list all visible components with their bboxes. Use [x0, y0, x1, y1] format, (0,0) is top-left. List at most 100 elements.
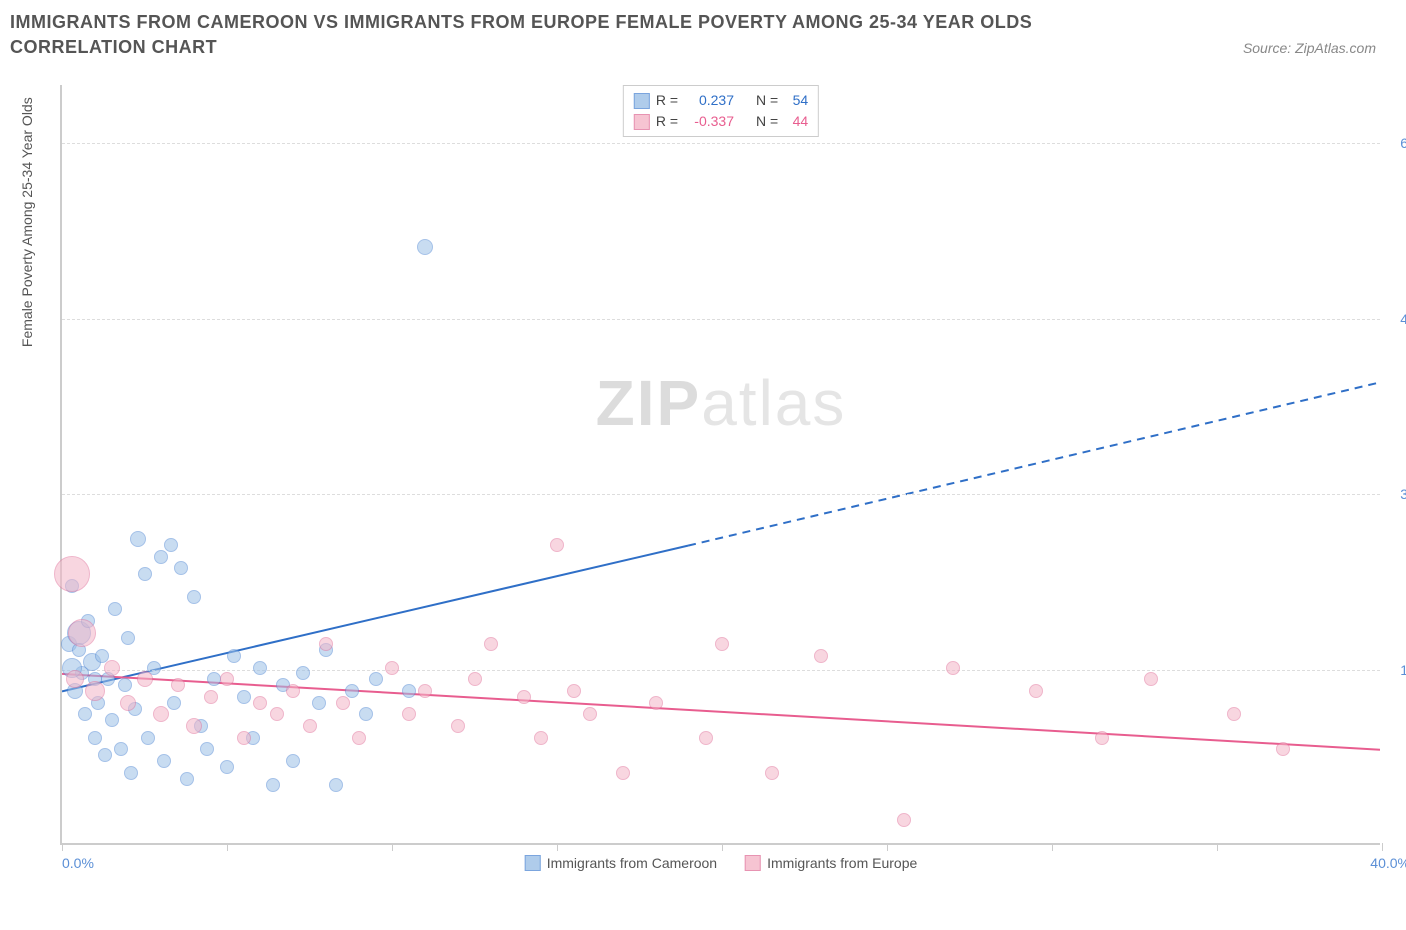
data-point-cameroon[interactable]	[359, 707, 373, 721]
data-point-cameroon[interactable]	[220, 760, 234, 774]
data-point-europe[interactable]	[616, 766, 630, 780]
data-point-europe[interactable]	[1227, 707, 1241, 721]
data-point-cameroon[interactable]	[154, 550, 168, 564]
data-point-cameroon[interactable]	[180, 772, 194, 786]
data-point-cameroon[interactable]	[88, 731, 102, 745]
data-point-cameroon[interactable]	[174, 561, 188, 575]
data-point-europe[interactable]	[402, 707, 416, 721]
data-point-europe[interactable]	[66, 670, 84, 688]
data-point-europe[interactable]	[237, 731, 251, 745]
data-point-cameroon[interactable]	[141, 731, 155, 745]
x-tick-label: 40.0%	[1370, 855, 1406, 871]
data-point-europe[interactable]	[253, 696, 267, 710]
stat-n-label: N =	[756, 111, 778, 132]
data-point-europe[interactable]	[1095, 731, 1109, 745]
legend-swatch-cameroon	[525, 855, 541, 871]
data-point-cameroon[interactable]	[124, 766, 138, 780]
source-attribution: Source: ZipAtlas.com	[1243, 40, 1376, 56]
stat-n-value: 44	[784, 111, 808, 132]
data-point-cameroon[interactable]	[200, 742, 214, 756]
data-point-europe[interactable]	[171, 678, 185, 692]
data-point-cameroon[interactable]	[167, 696, 181, 710]
stat-r-label: R =	[656, 111, 678, 132]
data-point-europe[interactable]	[814, 649, 828, 663]
data-point-europe[interactable]	[1029, 684, 1043, 698]
watermark: ZIPatlas	[596, 366, 847, 440]
data-point-cameroon[interactable]	[105, 713, 119, 727]
data-point-cameroon[interactable]	[138, 567, 152, 581]
data-point-europe[interactable]	[286, 684, 300, 698]
data-point-europe[interactable]	[1144, 672, 1158, 686]
data-point-cameroon[interactable]	[227, 649, 241, 663]
data-point-europe[interactable]	[153, 706, 169, 722]
data-point-europe[interactable]	[946, 661, 960, 675]
data-point-europe[interactable]	[550, 538, 564, 552]
data-point-europe[interactable]	[385, 661, 399, 675]
stat-n-label: N =	[756, 90, 778, 111]
legend-item-europe[interactable]: Immigrants from Europe	[745, 855, 917, 871]
legend-item-cameroon[interactable]: Immigrants from Cameroon	[525, 855, 717, 871]
data-point-europe[interactable]	[484, 637, 498, 651]
data-point-cameroon[interactable]	[296, 666, 310, 680]
data-point-cameroon[interactable]	[286, 754, 300, 768]
data-point-europe[interactable]	[303, 719, 317, 733]
data-point-europe[interactable]	[85, 681, 105, 701]
plot-area: Female Poverty Among 25-34 Year Olds ZIP…	[60, 85, 1380, 845]
data-point-cameroon[interactable]	[369, 672, 383, 686]
data-point-cameroon[interactable]	[118, 678, 132, 692]
data-point-europe[interactable]	[319, 637, 333, 651]
data-point-cameroon[interactable]	[417, 239, 433, 255]
data-point-europe[interactable]	[270, 707, 284, 721]
data-point-europe[interactable]	[204, 690, 218, 704]
data-point-europe[interactable]	[534, 731, 548, 745]
data-point-europe[interactable]	[68, 619, 96, 647]
data-point-cameroon[interactable]	[114, 742, 128, 756]
data-point-europe[interactable]	[120, 695, 136, 711]
data-point-europe[interactable]	[649, 696, 663, 710]
data-point-cameroon[interactable]	[329, 778, 343, 792]
data-point-europe[interactable]	[468, 672, 482, 686]
data-point-europe[interactable]	[451, 719, 465, 733]
data-point-europe[interactable]	[699, 731, 713, 745]
x-tick	[1382, 843, 1383, 851]
trend-lines	[62, 85, 1380, 843]
data-point-europe[interactable]	[1276, 742, 1290, 756]
legend-label-europe: Immigrants from Europe	[767, 855, 917, 871]
data-point-cameroon[interactable]	[130, 531, 146, 547]
chart-container: IMMIGRANTS FROM CAMEROON VS IMMIGRANTS F…	[10, 10, 1396, 920]
data-point-europe[interactable]	[567, 684, 581, 698]
chart-title: IMMIGRANTS FROM CAMEROON VS IMMIGRANTS F…	[10, 10, 1160, 60]
data-point-cameroon[interactable]	[207, 672, 221, 686]
data-point-cameroon[interactable]	[78, 707, 92, 721]
data-point-cameroon[interactable]	[402, 684, 416, 698]
data-point-europe[interactable]	[336, 696, 350, 710]
data-point-europe[interactable]	[137, 671, 153, 687]
data-point-europe[interactable]	[186, 718, 202, 734]
data-point-cameroon[interactable]	[237, 690, 251, 704]
y-tick-label: 60.0%	[1385, 135, 1406, 151]
data-point-europe[interactable]	[517, 690, 531, 704]
data-point-cameroon[interactable]	[98, 748, 112, 762]
x-tick	[62, 843, 63, 851]
data-point-cameroon[interactable]	[121, 631, 135, 645]
data-point-cameroon[interactable]	[187, 590, 201, 604]
data-point-cameroon[interactable]	[164, 538, 178, 552]
data-point-europe[interactable]	[765, 766, 779, 780]
data-point-europe[interactable]	[897, 813, 911, 827]
bottom-legend: Immigrants from Cameroon Immigrants from …	[525, 855, 918, 871]
data-point-europe[interactable]	[583, 707, 597, 721]
data-point-europe[interactable]	[352, 731, 366, 745]
data-point-cameroon[interactable]	[108, 602, 122, 616]
data-point-europe[interactable]	[418, 684, 432, 698]
data-point-cameroon[interactable]	[345, 684, 359, 698]
data-point-cameroon[interactable]	[266, 778, 280, 792]
legend-label-cameroon: Immigrants from Cameroon	[547, 855, 717, 871]
data-point-europe[interactable]	[715, 637, 729, 651]
data-point-europe[interactable]	[104, 660, 120, 676]
data-point-cameroon[interactable]	[157, 754, 171, 768]
data-point-cameroon[interactable]	[253, 661, 267, 675]
data-point-cameroon[interactable]	[312, 696, 326, 710]
x-tick-label: 0.0%	[62, 855, 94, 871]
data-point-europe[interactable]	[220, 672, 234, 686]
data-point-europe[interactable]	[54, 556, 90, 592]
